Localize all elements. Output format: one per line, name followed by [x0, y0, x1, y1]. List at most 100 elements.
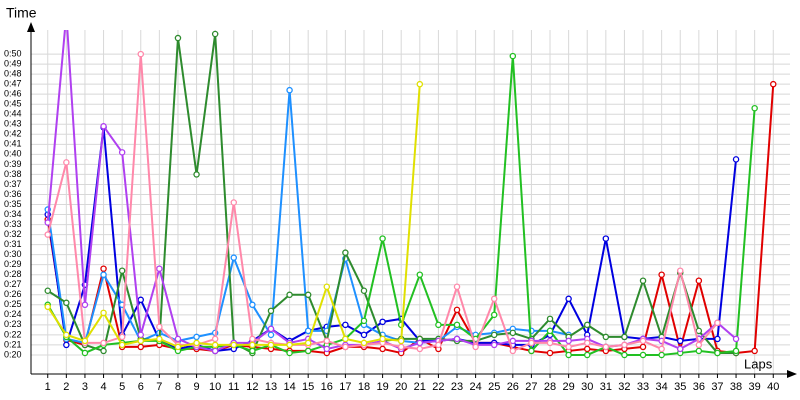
- data-point: [416, 271, 424, 278]
- data-point: [193, 171, 200, 178]
- x-tick-label: 16: [321, 381, 333, 393]
- data-point: [453, 306, 461, 314]
- data-point: [528, 339, 535, 347]
- data-point: [360, 287, 368, 295]
- data-point: [565, 343, 572, 351]
- x-tick-label: 21: [414, 381, 426, 393]
- data-point: [379, 345, 386, 353]
- data-point: [211, 30, 219, 38]
- data-point: [379, 318, 386, 326]
- y-tick-label: 0:26: [4, 289, 22, 299]
- y-tick-label: 0:33: [4, 219, 22, 229]
- x-tick-label: 4: [100, 381, 106, 393]
- data-point: [695, 327, 703, 335]
- data-point: [267, 331, 275, 339]
- data-point: [63, 299, 70, 307]
- y-tick-label: 0:28: [4, 269, 22, 279]
- data-point: [211, 341, 219, 349]
- data-point: [193, 339, 200, 347]
- y-tick-label: 0:24: [4, 309, 22, 319]
- data-point: [230, 341, 238, 349]
- y-tick-label: 0:31: [4, 239, 22, 249]
- data-point: [156, 265, 163, 272]
- data-point: [100, 339, 107, 347]
- x-tick-label: 14: [283, 381, 295, 393]
- data-point: [137, 331, 145, 339]
- x-tick-label: 29: [563, 381, 575, 393]
- x-tick-label: 38: [730, 381, 742, 393]
- data-point: [118, 333, 126, 341]
- data-point: [249, 335, 256, 343]
- x-tick-label: 8: [175, 381, 181, 393]
- x-tick-label: 7: [156, 381, 162, 393]
- data-point: [63, 159, 70, 166]
- y-tick-label: 0:36: [4, 189, 22, 199]
- x-tick-label: 12: [246, 381, 258, 393]
- data-point: [546, 349, 554, 357]
- data-point: [416, 345, 424, 353]
- x-tick-label: 6: [138, 381, 144, 393]
- data-point: [658, 345, 665, 353]
- x-tick-label: 24: [469, 381, 481, 393]
- data-point: [118, 149, 126, 156]
- data-point: [379, 235, 386, 242]
- data-point: [156, 323, 163, 331]
- x-tick-label: 37: [711, 381, 723, 393]
- data-point: [546, 327, 554, 335]
- data-point: [509, 337, 517, 345]
- data-point: [546, 315, 554, 323]
- y-tick-label: 0:29: [4, 259, 22, 269]
- data-point: [63, 331, 70, 339]
- x-tick-label: 23: [451, 381, 463, 393]
- data-point: [137, 337, 145, 345]
- data-point: [416, 80, 424, 88]
- data-point: [546, 339, 554, 347]
- data-point: [63, 341, 70, 349]
- data-point: [658, 351, 665, 359]
- data-point: [770, 80, 777, 88]
- data-point: [565, 295, 572, 303]
- x-tick-label: 35: [674, 381, 686, 393]
- data-point: [100, 271, 107, 278]
- data-point: [490, 341, 498, 349]
- y-tick-label: 0:22: [4, 329, 22, 339]
- data-point: [174, 34, 182, 42]
- y-tick-label: 0:42: [4, 129, 22, 139]
- data-point: [509, 347, 517, 355]
- data-point: [267, 307, 275, 315]
- data-point: [583, 345, 591, 353]
- data-point: [379, 335, 386, 343]
- data-point: [621, 333, 628, 341]
- data-point: [118, 341, 126, 349]
- data-point: [211, 335, 219, 343]
- y-tick-label: 0:35: [4, 199, 22, 209]
- data-point: [137, 50, 145, 58]
- y-tick-label: 0:32: [4, 229, 22, 239]
- data-point: [304, 339, 312, 347]
- data-point: [304, 347, 312, 355]
- data-point: [323, 337, 331, 345]
- data-point: [565, 351, 572, 359]
- data-point: [81, 349, 89, 357]
- series-line: [46, 127, 738, 352]
- data-point: [416, 339, 424, 347]
- x-tick-label: 27: [525, 381, 537, 393]
- data-point: [118, 267, 126, 274]
- x-tick-label: 26: [507, 381, 519, 393]
- y-tick-label: 0:27: [4, 279, 22, 289]
- data-point: [583, 321, 591, 329]
- x-tick-label: 20: [395, 381, 407, 393]
- y-tick-label: 0:41: [4, 139, 22, 149]
- y-tick-label: 0:40: [4, 149, 22, 159]
- data-point: [286, 349, 293, 357]
- x-tick-label: 10: [209, 381, 221, 393]
- data-point: [64, 11, 69, 16]
- data-point: [435, 341, 442, 349]
- data-point: [621, 341, 628, 349]
- x-tick-label: 39: [749, 381, 761, 393]
- x-tick-label: 40: [767, 381, 779, 393]
- y-tick-label: 0:30: [4, 249, 22, 259]
- data-point: [100, 309, 107, 317]
- data-point: [323, 345, 331, 353]
